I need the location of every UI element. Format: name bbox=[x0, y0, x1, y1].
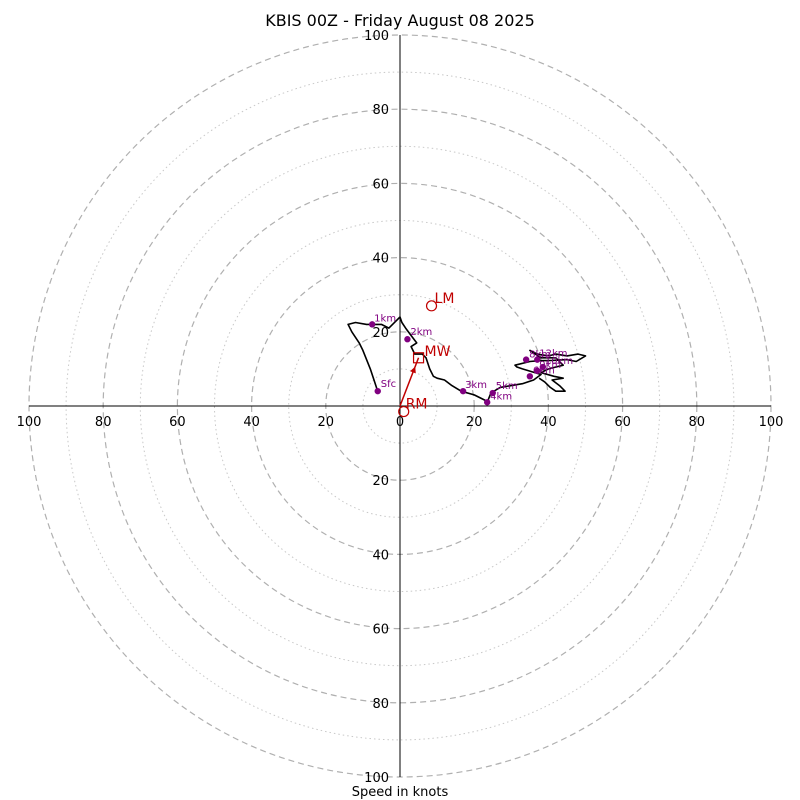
chart-title: KBIS 00Z - Friday August 08 2025 bbox=[265, 11, 535, 30]
height-label-2km: 2km bbox=[410, 327, 432, 338]
height-label-4km: 4km bbox=[490, 391, 512, 402]
x-tick-label: 80 bbox=[95, 415, 112, 430]
height-point-6km bbox=[526, 373, 534, 380]
height-label-12km: 12km bbox=[539, 349, 567, 360]
x-tick-label: 100 bbox=[17, 415, 42, 430]
height-label-10km: 10km bbox=[545, 356, 573, 367]
height-label-8km: 8km bbox=[529, 350, 551, 361]
height-point-3km bbox=[459, 387, 467, 395]
y-tick-label: 20 bbox=[372, 326, 389, 341]
height-label-5km: 5km bbox=[496, 381, 518, 392]
y-tick-label: 100 bbox=[364, 29, 389, 44]
x-tick-label: 60 bbox=[614, 415, 631, 430]
y-tick-label: 20 bbox=[372, 474, 389, 489]
mean-wind-marker bbox=[412, 352, 425, 364]
mean-wind-arrowhead bbox=[410, 366, 416, 374]
height-point-9km bbox=[534, 367, 541, 374]
x-tick-label: 0 bbox=[396, 415, 404, 430]
mean-wind-vector bbox=[399, 357, 420, 407]
mean-wind-label: MW bbox=[425, 344, 451, 360]
x-tick-label: 100 bbox=[759, 415, 784, 430]
x-tick-label: 40 bbox=[243, 415, 260, 430]
height-point-sfc bbox=[374, 387, 381, 395]
height-point-12km bbox=[534, 356, 541, 363]
y-tick-label: 60 bbox=[372, 623, 389, 638]
right-mover-marker bbox=[398, 405, 410, 418]
hodograph-trace bbox=[347, 316, 587, 404]
height-point-1km bbox=[368, 321, 376, 328]
height-label-6km: 6km bbox=[533, 365, 555, 376]
x-tick-label: 20 bbox=[466, 415, 483, 430]
y-tick-label: 40 bbox=[372, 252, 389, 267]
height-label-9km: 9km bbox=[539, 360, 561, 371]
x-tick-label: 40 bbox=[540, 415, 557, 430]
height-label-1km: 1km bbox=[374, 313, 396, 324]
y-tick-label: 80 bbox=[372, 103, 389, 118]
height-point-4km bbox=[483, 399, 491, 406]
y-tick-label: 60 bbox=[372, 177, 389, 192]
x-tick-label: 60 bbox=[169, 415, 186, 430]
x-tick-label: 80 bbox=[689, 415, 706, 430]
hodograph-line bbox=[347, 316, 587, 404]
storm-motion: MW LM RM bbox=[398, 291, 455, 418]
y-tick-label: 40 bbox=[372, 548, 389, 563]
height-label-3km: 3km bbox=[465, 380, 487, 391]
left-mover-marker bbox=[425, 300, 438, 312]
height-point-5km bbox=[489, 389, 496, 397]
right-mover-label: RM bbox=[406, 397, 428, 413]
x-tick-label: 20 bbox=[318, 415, 335, 430]
x-axis-label: Speed in knots bbox=[352, 785, 449, 800]
height-point-2km bbox=[404, 336, 411, 343]
height-point-10km bbox=[539, 363, 547, 371]
height-label-sfc: Sfc bbox=[381, 379, 396, 390]
y-tick-label: 100 bbox=[364, 771, 389, 786]
y-tick-label: 80 bbox=[372, 697, 389, 712]
height-point-8km bbox=[522, 356, 530, 363]
tick-labels: 100 80 60 40 20 0 20 40 60 80 100 100 80 60 40 20 20 40 60… bbox=[17, 29, 784, 786]
left-mover-label: LM bbox=[435, 291, 455, 307]
